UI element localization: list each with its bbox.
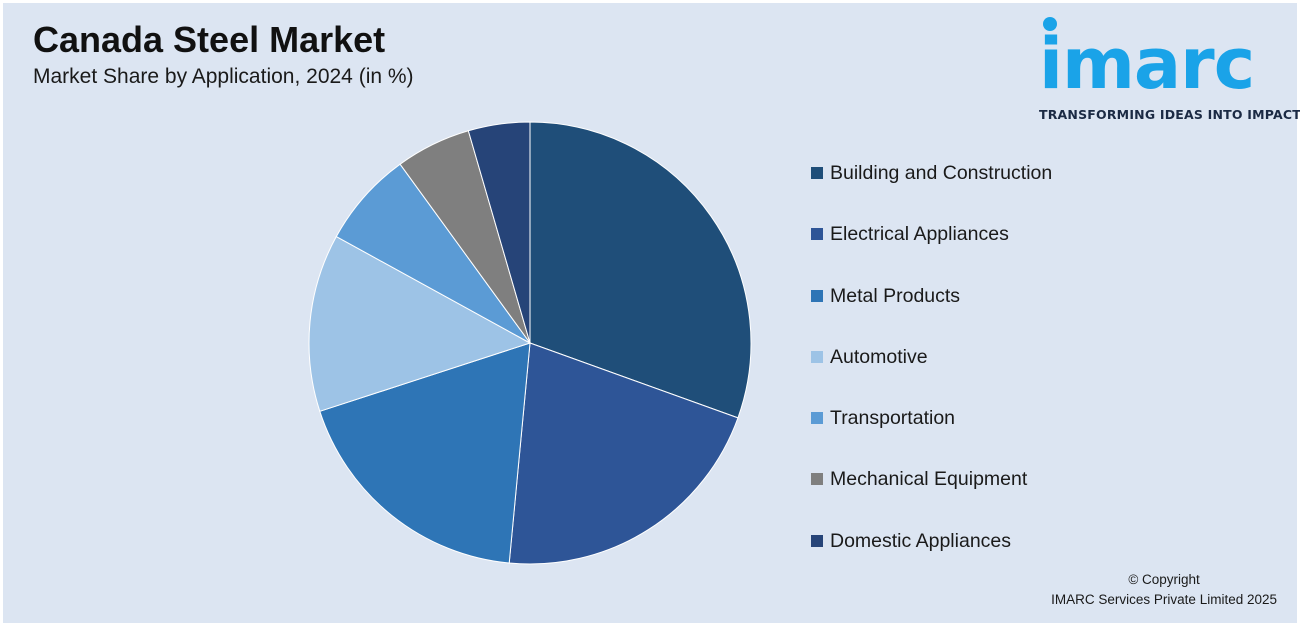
- logo-dot-icon: [1043, 17, 1057, 31]
- pie-chart: [308, 121, 752, 565]
- imarc-logo: imarc TRANSFORMING IDEAS INTO IMPACT: [1033, 11, 1300, 127]
- legend-label: Mechanical Equipment: [830, 468, 1028, 491]
- legend-swatch: [811, 167, 823, 179]
- pie-slice-automotive: [308, 235, 532, 412]
- legend-label: Building and Construction: [830, 162, 1053, 184]
- copyright-line-1: © Copyright: [1128, 572, 1200, 587]
- legend-swatch: [811, 412, 823, 425]
- legend-swatch: [811, 534, 823, 547]
- legend-label: Domestic Appliances: [830, 529, 1012, 552]
- pie-slice-metal-products: [319, 342, 531, 564]
- copyright-line-2: IMARC Services Private Limited 2025: [1051, 592, 1277, 607]
- pie-slice-electrical-appliances: [508, 342, 739, 565]
- legend-swatch: [811, 228, 823, 241]
- copyright-notice: © Copyright IMARC Services Private Limit…: [1051, 570, 1277, 610]
- legend-swatch: [811, 473, 823, 486]
- pie-slice-building-and-construction: [529, 121, 752, 419]
- legend-label: Automotive: [830, 345, 928, 368]
- legend-label: Metal Products: [830, 284, 961, 307]
- legend-swatch: [811, 350, 823, 363]
- logo-tagline: TRANSFORMING IDEAS INTO IMPACT: [1039, 107, 1300, 122]
- chart-subtitle: Market Share by Application, 2024 (in %): [33, 65, 414, 88]
- legend-swatch: [811, 289, 823, 302]
- logo-wordmark: imarc: [1039, 23, 1255, 105]
- chart-title: Canada Steel Market: [33, 19, 386, 60]
- legend-label: Transportation: [830, 407, 956, 430]
- pie-slice-domestic-appliances: [467, 121, 531, 344]
- legend-label: Electrical Appliances: [830, 223, 1009, 246]
- chart-frame: Canada Steel Market Market Share by Appl…: [3, 3, 1300, 623]
